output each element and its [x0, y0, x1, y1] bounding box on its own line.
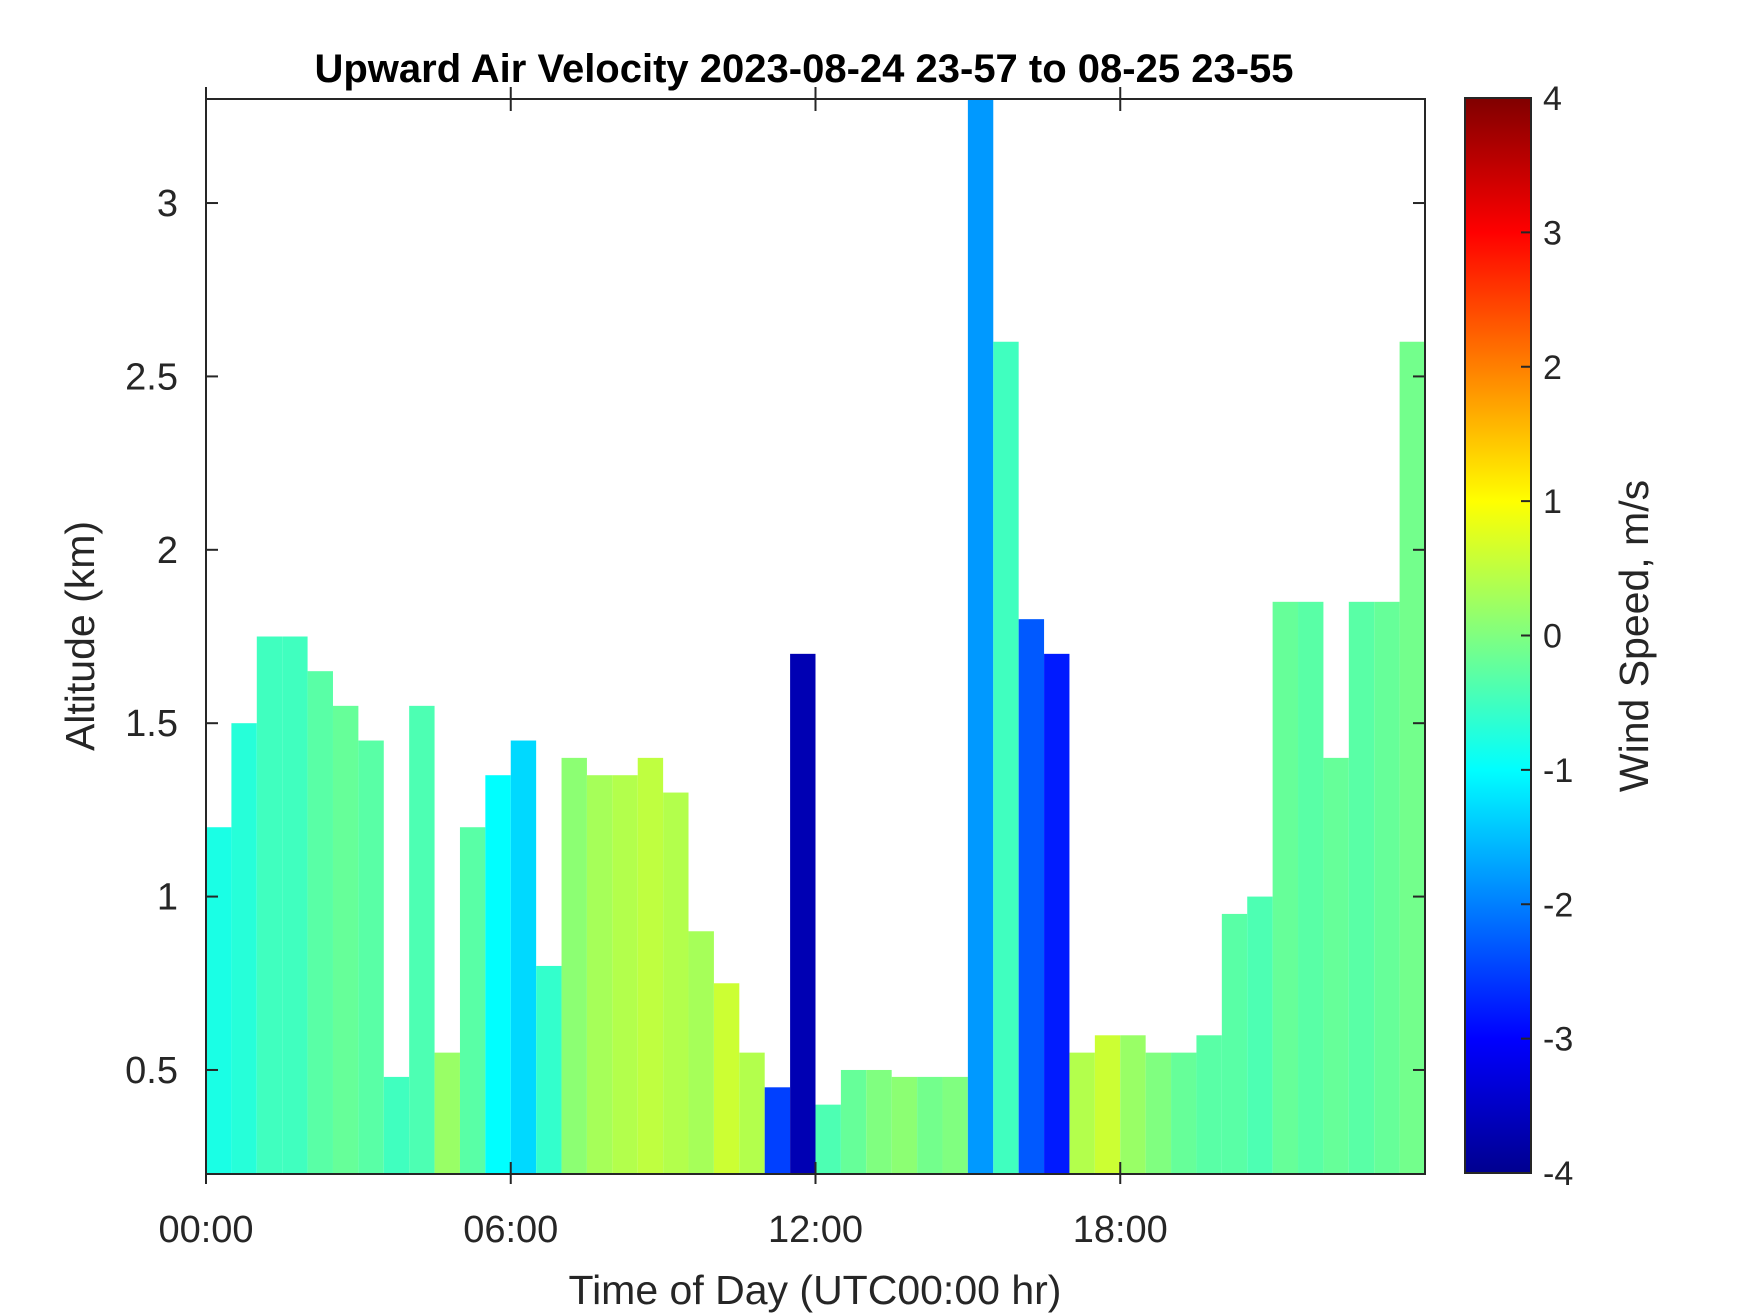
colorbar-tick-label: 1 [1543, 483, 1562, 521]
heat-column [358, 740, 384, 1174]
heat-column [1069, 1052, 1095, 1174]
y-axis: 0.5 1 1.5 2 2.5 3 [125, 183, 1425, 1092]
heat-column [764, 1087, 791, 1174]
heat-column [1221, 913, 1248, 1174]
heat-column [510, 740, 537, 1174]
heat-column [612, 775, 638, 1174]
heat-column [1044, 653, 1070, 1174]
heat-column [332, 705, 359, 1174]
colorbar-tick-label: -4 [1543, 1155, 1573, 1193]
heat-column [1094, 1035, 1121, 1174]
heatmap-area [206, 99, 1425, 1174]
heat-column [739, 1052, 765, 1174]
heat-column [434, 1052, 460, 1174]
heat-column [790, 653, 816, 1174]
colorbar-tick-label: 4 [1543, 80, 1562, 118]
heat-column [891, 1076, 918, 1174]
heat-column [713, 983, 740, 1174]
x-tick-label: 12:00 [768, 1209, 863, 1251]
heat-column [383, 1076, 410, 1174]
heat-column [256, 636, 283, 1174]
heat-column [485, 775, 511, 1174]
y-tick-label: 3 [157, 183, 178, 225]
x-tick-label: 18:00 [1073, 1209, 1168, 1251]
heat-column [1298, 601, 1324, 1174]
colorbar-tick-label: 0 [1543, 618, 1562, 656]
heat-column [917, 1076, 943, 1174]
x-axis: 00:00 06:00 12:00 18:00 [158, 87, 1168, 1251]
heat-column [1272, 601, 1299, 1174]
colorbar-tick-label: 2 [1543, 349, 1562, 387]
heat-column [967, 99, 994, 1174]
y-tick-label: 1.5 [125, 703, 178, 745]
heat-column [282, 636, 308, 1174]
heat-column [1247, 896, 1273, 1174]
colorbar-tick-label: -3 [1543, 1021, 1573, 1059]
heat-column [586, 775, 613, 1174]
heat-column [688, 931, 714, 1174]
heat-column [942, 1076, 968, 1174]
heat-column [459, 827, 486, 1174]
colorbar [1465, 98, 1531, 1173]
heat-column [231, 723, 257, 1174]
y-axis-label: Altitude (km) [57, 521, 103, 751]
heat-column [206, 827, 232, 1174]
y-tick-label: 2.5 [125, 356, 178, 398]
heat-column [866, 1069, 892, 1174]
heat-column [561, 757, 587, 1174]
heat-column [663, 792, 689, 1174]
heat-column [637, 757, 664, 1174]
heat-column [1171, 1052, 1197, 1174]
heat-column [536, 965, 562, 1174]
heat-column [1120, 1035, 1146, 1174]
colorbar-label: Wind Speed, m/s [1611, 480, 1657, 792]
heat-column [1018, 619, 1045, 1174]
colorbar-tick-label: -1 [1543, 752, 1573, 790]
heat-column [1323, 757, 1349, 1174]
y-tick-label: 2 [157, 530, 178, 572]
y-tick-label: 1 [157, 877, 178, 919]
heat-column [1374, 601, 1400, 1174]
x-tick-label: 00:00 [158, 1209, 253, 1251]
y-tick-label: 0.5 [125, 1050, 178, 1092]
heat-column [993, 341, 1019, 1174]
heat-column [1399, 341, 1425, 1174]
heat-column [409, 705, 435, 1174]
colorbar-tick-label: 3 [1543, 214, 1562, 252]
colorbar-ticks: 4 3 2 1 0 -1 -2 -3 -4 [1521, 80, 1573, 1193]
heat-column [1145, 1052, 1172, 1174]
colorbar-tick-label: -2 [1543, 886, 1573, 924]
heat-column [1196, 1035, 1222, 1174]
x-axis-label: Time of Day (UTC00:00 hr) [569, 1267, 1062, 1313]
heat-column [307, 671, 333, 1174]
chart-title: Upward Air Velocity 2023-08-24 23-57 to … [314, 47, 1293, 91]
x-tick-label: 06:00 [463, 1209, 558, 1251]
heat-column [815, 1104, 841, 1174]
heat-column [840, 1069, 867, 1174]
heat-column [1348, 601, 1375, 1174]
